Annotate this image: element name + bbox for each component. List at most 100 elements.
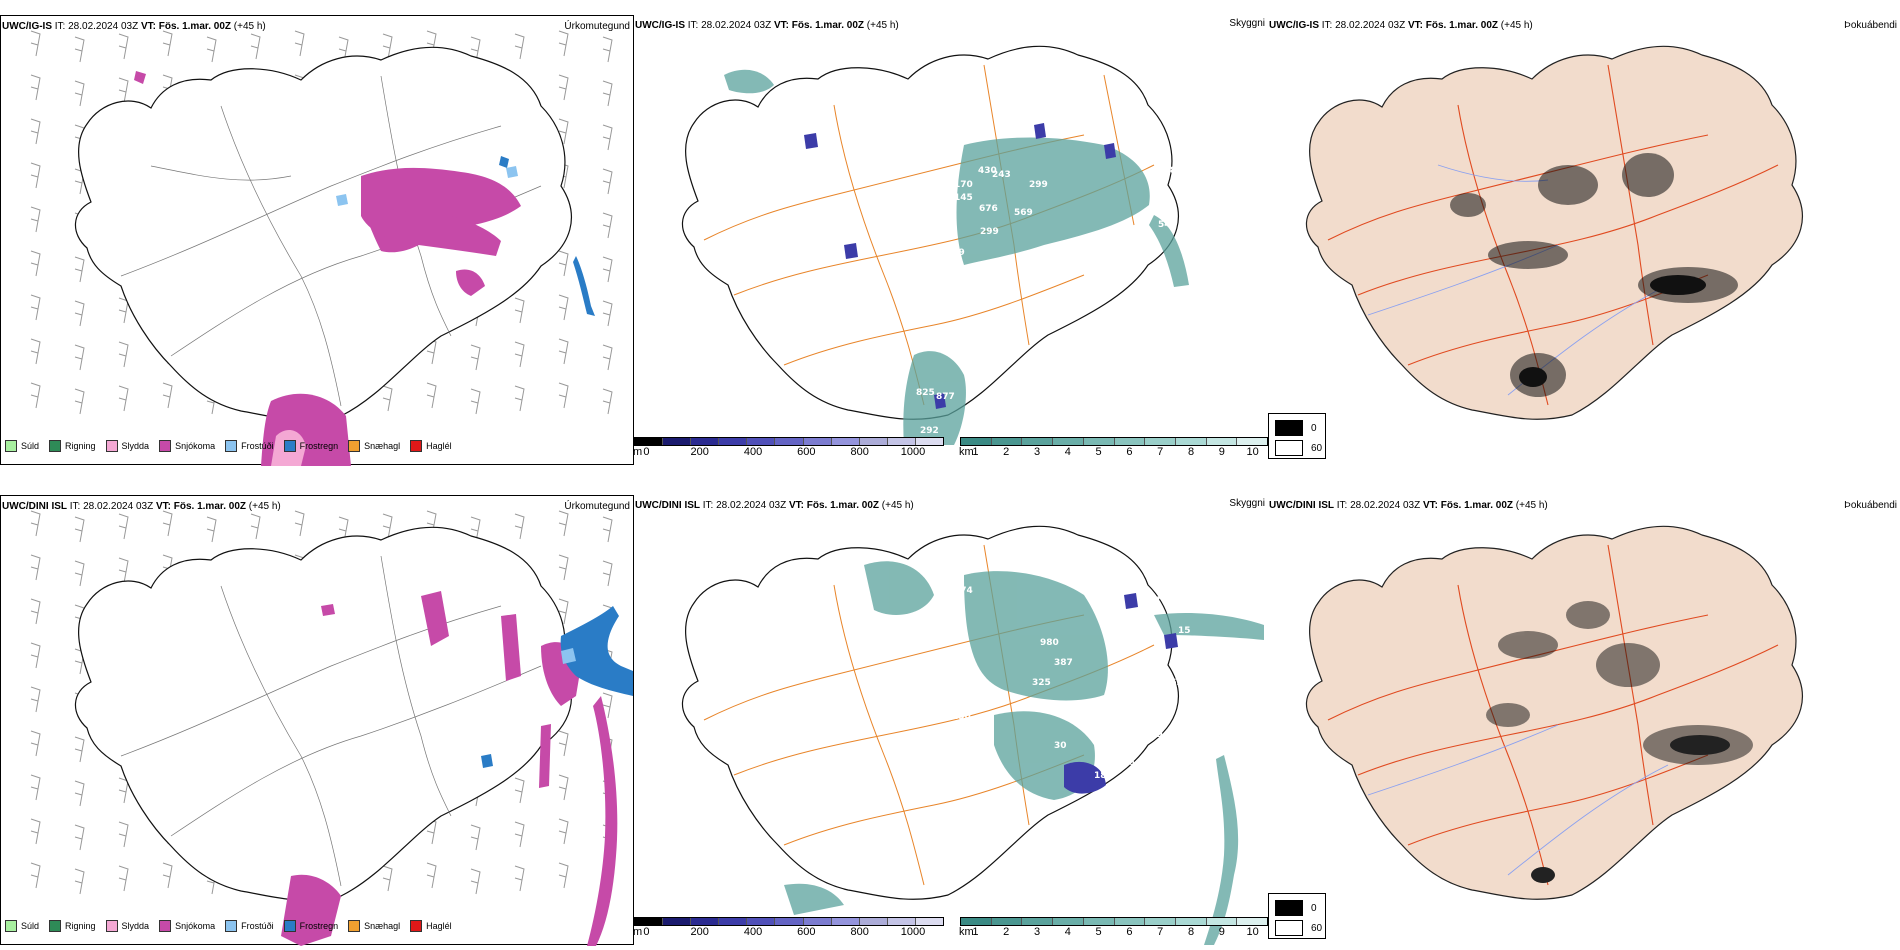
height-colorbar-row2 xyxy=(634,917,944,926)
wind-barb xyxy=(118,77,129,104)
height-label: 182 xyxy=(1094,771,1113,781)
visibility-colorbar-row1 xyxy=(960,437,1268,446)
height-label: 80 xyxy=(1170,166,1183,176)
scale-unit: km xyxy=(959,446,974,458)
wind-barb xyxy=(558,730,569,757)
model-name: UWC/DINI ISL xyxy=(2,501,67,512)
wind-barb xyxy=(470,344,481,371)
wind-barb xyxy=(118,513,129,540)
scale-tick-label: 800 xyxy=(850,446,869,458)
legend-swatch xyxy=(225,440,238,452)
legend-swatch xyxy=(159,920,172,932)
wind-barb xyxy=(30,730,41,757)
wind-barb xyxy=(74,868,85,895)
legend-swatch xyxy=(283,920,296,932)
scale-tick-label: 1 xyxy=(972,446,979,458)
scale-tick-label: 7 xyxy=(1157,926,1164,938)
iceland-map-fog-dini xyxy=(1305,525,1803,900)
fog-index-map-ig: UWC/IG-IS IT: 28.02.2024 03Z VT: Fös. 1.… xyxy=(1268,15,1900,465)
colorbar-segment xyxy=(887,918,916,925)
precip-type-map-ig: UWC/IG-IS IT: 28.02.2024 03Z VT: Fös. 1.… xyxy=(0,15,634,466)
lead-time: (+45 h) xyxy=(1515,500,1548,511)
wind-barb xyxy=(602,256,613,283)
wind-barb xyxy=(30,598,41,625)
height-label: 156 xyxy=(1110,716,1129,726)
scale-tick-label: 9 xyxy=(1218,446,1225,458)
legend-item-snjokoma: Snjókoma xyxy=(159,440,215,452)
colorbar-segment xyxy=(961,438,992,445)
height-labels: 674 980 387 325 250 30 156 182 136 329 4… xyxy=(952,586,1209,781)
wind-barb xyxy=(74,560,85,587)
scale-unit: m xyxy=(633,446,643,458)
wind-barb xyxy=(30,382,41,409)
scale-tick-label: 0 xyxy=(643,446,650,458)
wind-barb xyxy=(338,516,349,543)
wind-barb xyxy=(602,692,613,719)
legend-swatch xyxy=(105,440,118,452)
legend-item-slydda: Slydda xyxy=(105,440,149,452)
wind-barb xyxy=(558,382,569,409)
legend-swatch xyxy=(105,920,118,932)
height-label: 325 xyxy=(1032,678,1051,688)
wind-barb xyxy=(118,385,129,412)
wind-barb xyxy=(30,162,41,189)
colorbar-segment xyxy=(1206,438,1238,445)
wind-barb xyxy=(30,206,41,233)
height-label: 145 xyxy=(954,193,973,203)
it-label: IT: xyxy=(54,21,66,32)
legend-label: Haglél xyxy=(426,441,452,451)
scale-tick-label: 600 xyxy=(797,446,816,458)
wind-barb xyxy=(602,36,613,63)
scale-tick-label: 400 xyxy=(743,446,763,458)
colorbar-segment xyxy=(831,438,860,445)
height-scale-ticks-row1: m 0 200 400 600 800 1000 xyxy=(633,446,944,462)
wind-barb xyxy=(118,557,129,584)
model-name: UWC/IG-IS xyxy=(1269,20,1319,31)
it-value: 28.02.2024 03Z xyxy=(1350,500,1421,511)
scale-tick-label: 400 xyxy=(743,926,763,938)
iceland-map-precip-ig xyxy=(30,30,613,466)
wind-barb xyxy=(602,516,613,543)
it-label: IT: xyxy=(69,501,81,512)
legend-label: Frostregn xyxy=(299,921,339,931)
legend-item-frostudi: Frostúði xyxy=(225,920,274,932)
wind-barb xyxy=(74,80,85,107)
wind-barb xyxy=(74,300,85,327)
height-label: 30 xyxy=(1054,741,1067,751)
height-labels: 430 243 299 676 569 299 761 170 145 159 … xyxy=(916,166,1183,436)
it-label: IT: xyxy=(687,20,699,31)
wind-barb xyxy=(558,510,569,537)
height-label: 170 xyxy=(954,180,973,190)
legend-swatch xyxy=(5,440,17,452)
vt-label: VT: xyxy=(1422,500,1438,511)
fog-key-row2: 0 60 xyxy=(1268,893,1326,939)
wind-barb xyxy=(382,865,393,892)
colorbar-segment xyxy=(1114,918,1146,925)
wind-barb xyxy=(382,385,393,412)
legend-item-snjokoma: Snjókoma xyxy=(159,920,215,932)
wind-barb xyxy=(602,344,613,371)
scale-tick-label: 5 xyxy=(1095,446,1102,458)
wind-barb xyxy=(602,80,613,107)
scale-tick-label: 10 xyxy=(1246,926,1259,938)
wind-barb xyxy=(74,824,85,851)
iceland-map-precip-dini xyxy=(30,510,633,946)
wind-barb xyxy=(514,385,525,412)
wind-barb xyxy=(558,338,569,365)
iceland-map-fog-ig xyxy=(1305,45,1803,420)
wind-barb xyxy=(294,30,305,57)
scale-tick-label: 1000 xyxy=(900,446,926,458)
height-label: 136 xyxy=(1116,758,1135,768)
it-value: 28.02.2024 03Z xyxy=(1335,20,1406,31)
model-name: UWC/DINI ISL xyxy=(1269,500,1334,511)
wind-barb xyxy=(30,774,41,801)
wind-barb xyxy=(382,513,393,540)
legend-label: Snæhagl xyxy=(364,921,401,931)
legend-item-sudd: Súld xyxy=(5,440,39,452)
fog-key-row1: 0 60 xyxy=(1268,413,1326,459)
wind-barb xyxy=(558,818,569,845)
wind-barb xyxy=(602,212,613,239)
scale-tick-label: 5 xyxy=(1095,926,1102,938)
colorbar-segment xyxy=(1114,438,1146,445)
wind-barb xyxy=(30,686,41,713)
